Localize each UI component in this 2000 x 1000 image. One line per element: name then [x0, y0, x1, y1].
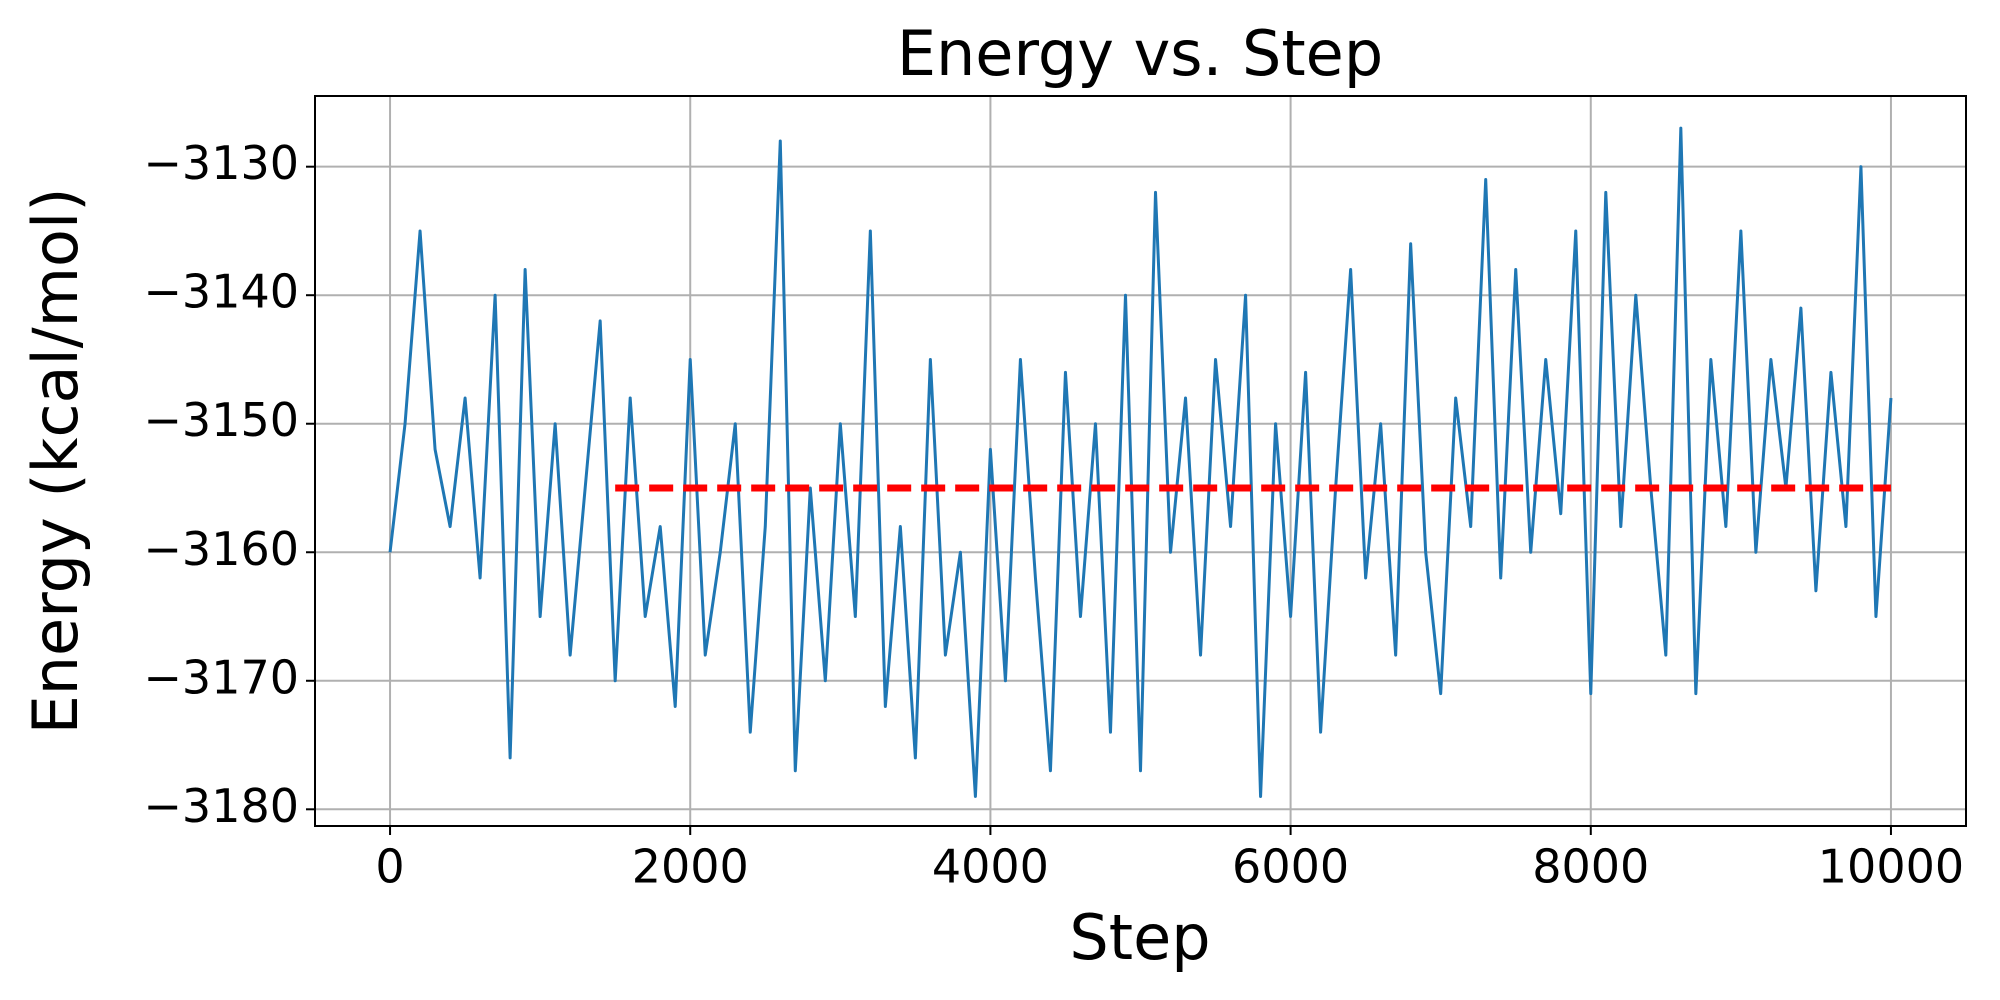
y-tick-label: −3130: [143, 136, 299, 190]
x-axis-label: Step: [1069, 901, 1210, 974]
x-tick-label: 0: [375, 840, 404, 894]
y-tick-label: −3170: [143, 650, 299, 704]
y-tick-label: −3180: [143, 779, 299, 833]
y-tick-label: −3150: [143, 393, 299, 447]
x-tick-label: 6000: [1232, 840, 1349, 894]
y-axis-label: Energy (kcal/mol): [19, 188, 92, 735]
data-line: [388, 126, 1893, 798]
chart-title: Energy vs. Step: [897, 17, 1383, 90]
y-tick-label: −3160: [143, 522, 299, 576]
x-tick-label: 8000: [1532, 840, 1649, 894]
x-tick-label: 10000: [1818, 840, 1964, 894]
plot-frame: [314, 95, 1967, 827]
y-tick-label: −3140: [143, 265, 299, 319]
x-tick-label: 4000: [932, 840, 1049, 894]
x-tick-label: 2000: [632, 840, 749, 894]
